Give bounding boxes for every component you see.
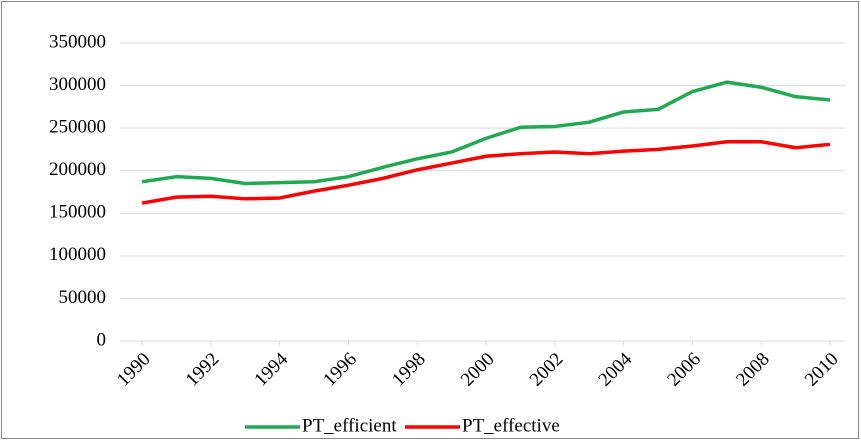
legend-label: PT_efficient (302, 415, 397, 436)
y-tick-label: 50000 (59, 287, 107, 308)
series-line (141, 140, 831, 205)
y-tick-label: 100000 (49, 244, 106, 265)
y-tick-label: 300000 (49, 74, 106, 95)
y-tick-label: 250000 (49, 117, 106, 138)
y-tick-label: 150000 (49, 202, 106, 223)
y-tick-label: 0 (97, 329, 107, 350)
y-tick-label: 350000 (49, 31, 106, 52)
y-tick-label: 200000 (49, 159, 106, 180)
legend-label: PT_effective (462, 415, 560, 436)
series-line (141, 80, 831, 186)
